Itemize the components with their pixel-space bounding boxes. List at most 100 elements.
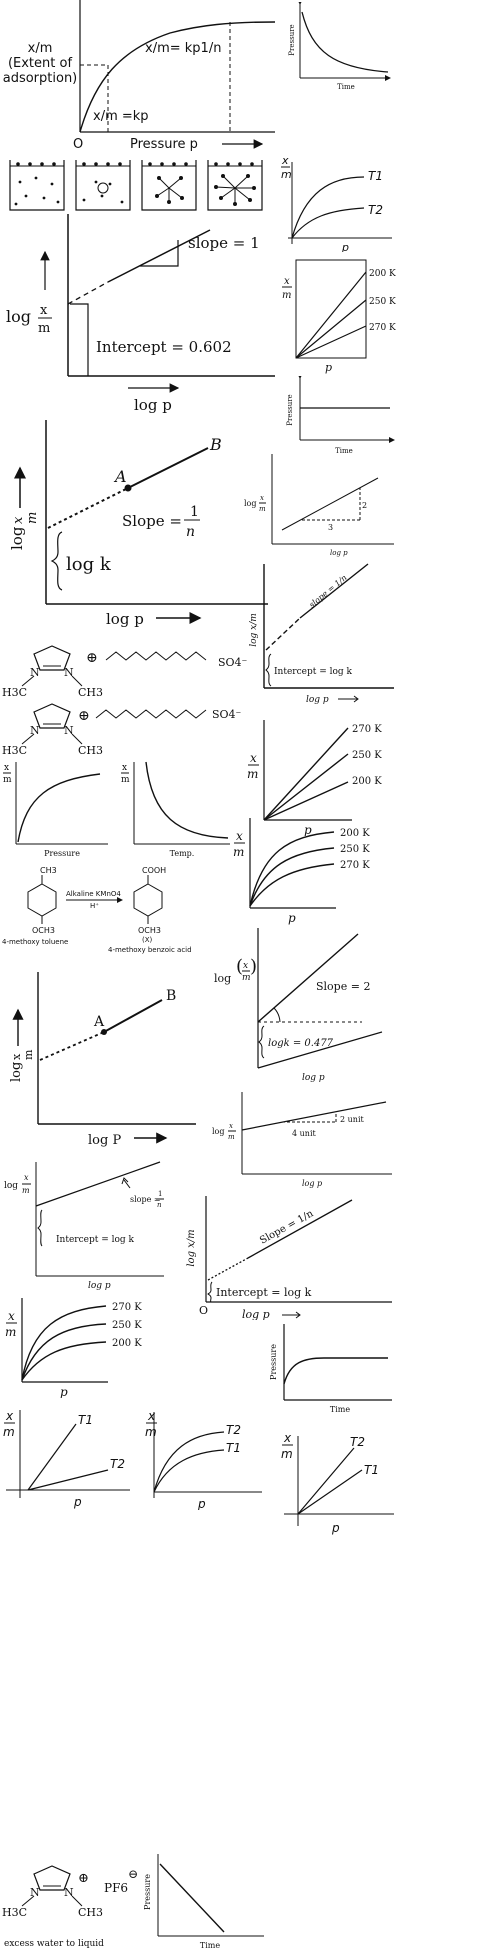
y-label-log: log (212, 1127, 225, 1136)
curve-250k (249, 847, 335, 907)
slope-denominator: n (157, 1201, 162, 1209)
y-denominator: m (22, 1049, 35, 1060)
y-denominator: m (3, 775, 12, 785)
label-t2: T2 (368, 203, 383, 217)
y-numerator: x (250, 751, 257, 765)
label-270k: 270 K (352, 724, 382, 735)
n-left-2: N (30, 724, 40, 737)
y-numerator: x (236, 829, 243, 843)
run-label: 3 (328, 523, 333, 532)
y-label: log x/m (249, 613, 259, 647)
freundlich-isotherm-graph: x/m (Extent of adsorption) x/m= kp1/n x/… (0, 0, 278, 152)
y-close-paren: ) (250, 956, 257, 977)
label-t1: T1 (368, 169, 383, 183)
upper-equation: x/m= kp1/n (145, 41, 221, 56)
beaker-1 (9, 160, 65, 211)
line-270k (295, 325, 367, 359)
log-plot-rise-run: log x m 2 3 log p (242, 452, 398, 558)
label-a: A (93, 1014, 105, 1030)
data-line (247, 1199, 353, 1259)
line-250k (295, 299, 367, 359)
x-label: p (325, 361, 332, 374)
y-numerator: x (260, 494, 264, 502)
extrapolated-line (47, 487, 129, 529)
slope-denominator: n (186, 524, 195, 540)
y-label-log: log (9, 1062, 24, 1082)
label-270k: 270 K (340, 860, 370, 871)
curve-t2 (153, 1431, 225, 1493)
x-label: p (60, 1385, 68, 1398)
x-label: Time (335, 447, 353, 455)
label-250k: 250 K (112, 1320, 142, 1331)
data-line (127, 447, 209, 489)
extrapolated-line (39, 1031, 105, 1061)
y-denominator: m (121, 775, 130, 785)
y-denominator: m (38, 321, 50, 336)
extrapolated-line (207, 1257, 249, 1281)
slope-pointer-head (121, 1177, 129, 1185)
y-denominator: m (242, 973, 251, 983)
log-plot-slope-2: Slope = 2 log ( x m ) logk = 0.477 log p (206, 924, 398, 1086)
adsorption-beakers-illustration (4, 154, 274, 216)
x-label: p (197, 1497, 206, 1510)
n-right: N (64, 1886, 74, 1899)
caption: excess water to liquid (4, 1939, 104, 1949)
y-label: Pressure (143, 1874, 152, 1910)
y-numerator: x (10, 1053, 23, 1060)
h3c-2: H3C (2, 744, 27, 757)
pressure-constant-graph: Pressure Time (282, 376, 398, 458)
point-a (101, 1029, 107, 1035)
label-200k: 200 K (112, 1338, 142, 1349)
reagent-label: Alkaline KMnO4 (66, 890, 121, 898)
y-denominator: m (228, 1133, 235, 1141)
plus-sign: ⊕ (78, 1871, 89, 1886)
slope-pointer (123, 1179, 131, 1189)
log-plot-slope-intercept: log x m slope = 1 n Intercept = log k lo… (0, 1158, 168, 1292)
extrapolated-line (265, 617, 301, 651)
x-label: Temp. (170, 849, 195, 858)
isotherm-curve (79, 21, 276, 133)
label-t1: T1 (78, 1413, 93, 1427)
x-label: p (304, 823, 312, 836)
curve-t2 (291, 207, 365, 239)
y-numerator: x (281, 154, 289, 167)
x-label: p (73, 1495, 82, 1509)
log-plot-unit-triangle: 2 unit 4 unit log x m log p (206, 1088, 398, 1190)
x-label: log p (306, 695, 329, 704)
slope-label: Slope = 1/n (258, 1208, 316, 1247)
intercept-brace (258, 1025, 265, 1059)
isobar-temperature-graph: x m Temp. (118, 756, 234, 860)
intercept-brace (37, 1209, 43, 1247)
lower-equation: x/m =kp (93, 109, 149, 124)
isobar-curve (145, 761, 229, 839)
y-numerator: x (11, 516, 26, 524)
methyl-bond-right (71, 1895, 83, 1907)
product-tag: (X) (142, 936, 153, 944)
methyl-bond-left (21, 1895, 35, 1907)
intercept-brace (265, 653, 272, 687)
y-denominator: m (281, 168, 292, 181)
curve-270k (249, 863, 335, 907)
label-t2: T2 (226, 1423, 241, 1437)
n-left-1: N (30, 666, 40, 679)
y-denominator: m (25, 512, 40, 524)
minus-sign: ⊖ (128, 1867, 138, 1881)
acid-label: H⁺ (90, 902, 99, 910)
data-line (35, 1161, 161, 1207)
y-label: log x/m (186, 1229, 197, 1266)
origin-label: O (199, 1304, 208, 1317)
intercept-label: Intercept = log k (56, 1235, 135, 1245)
pressure-decay-graph: Pressure Time (284, 2, 394, 92)
sulfate-1: SO4⁻ (218, 656, 248, 669)
curve-t1 (153, 1449, 225, 1493)
intercept-brace (207, 1281, 213, 1303)
data-line (107, 229, 211, 283)
slope-label: slope = 1 (188, 234, 260, 252)
intercept-label: Intercept = 0.602 (96, 338, 232, 356)
y-label: Pressure (286, 394, 294, 425)
label-250k: 250 K (369, 297, 396, 307)
line-t1 (27, 1423, 77, 1491)
label-b: B (166, 988, 176, 1004)
imidazolium-sulfate-structures: N N H3C CH3 ⊕ SO4⁻ N N H3C CH3 ⊕ SO4⁻ (0, 636, 260, 758)
curve-200k (21, 1341, 107, 1381)
